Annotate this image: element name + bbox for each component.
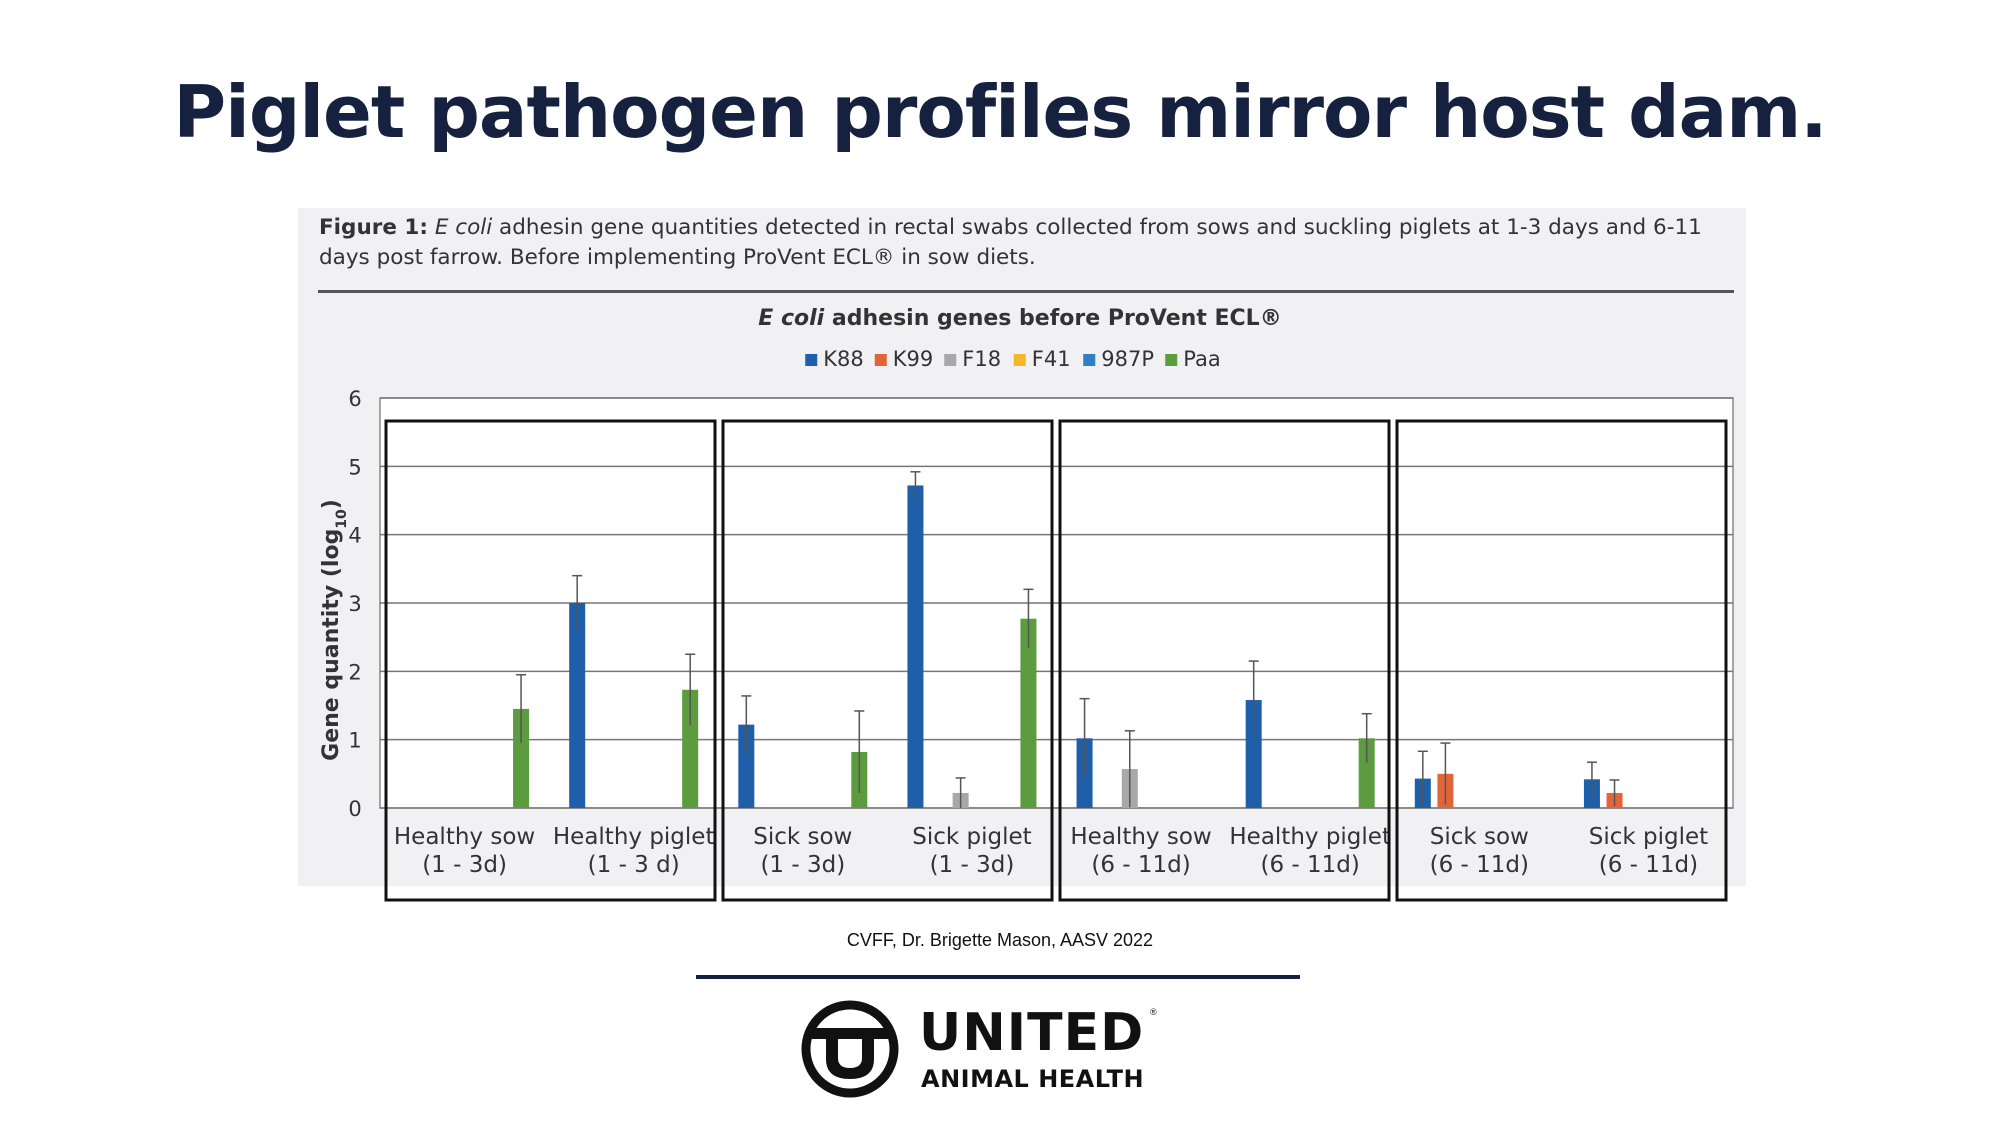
x-label-line1: Healthy sow	[1070, 824, 1211, 850]
legend-swatch-f18	[944, 354, 957, 366]
x-label-line2: (6 - 11d)	[1261, 852, 1360, 878]
x-label-line2: (1 - 3d)	[760, 852, 845, 878]
legend-label-f41: F41	[1032, 347, 1071, 371]
brand-name: UNITED	[919, 1003, 1145, 1063]
bar-paa	[682, 689, 699, 808]
group-box	[1395, 419, 1728, 902]
x-label-line1: Sick piglet	[1589, 824, 1708, 850]
chart-legend: K88 K99 F18 F41 987P Paa	[805, 347, 1221, 371]
footer-divider	[696, 975, 1300, 979]
chart-grid	[379, 397, 1734, 809]
x-label-line2: (6 - 11d)	[1430, 852, 1529, 878]
y-axis-label: Gene quantity (log10)	[319, 499, 350, 761]
y-tick-label: 0	[348, 797, 361, 821]
x-label-line2: (6 - 11d)	[1091, 852, 1190, 878]
y-tick-label: 3	[348, 592, 361, 616]
bar-paa	[513, 708, 530, 808]
chart-title-italic: E coli	[758, 306, 824, 331]
caption-label: Figure 1:	[319, 215, 428, 240]
x-label-line2: (6 - 11d)	[1599, 852, 1698, 878]
figure-caption: Figure 1: E coli adhesin gene quantities…	[319, 213, 1729, 273]
x-label-line2: (1 - 3d)	[422, 852, 507, 878]
bar-paa	[1358, 738, 1375, 808]
chart-title-rest: adhesin genes before ProVent ECL®	[832, 306, 1282, 331]
legend-label-f18: F18	[962, 347, 1001, 371]
y-axis-ticks: 0 1 2 3 4 5 6	[348, 387, 361, 821]
y-tick-label: 4	[348, 524, 361, 548]
bar-k88	[569, 603, 586, 808]
y-tick-label: 5	[348, 455, 361, 479]
brand-logo: UNITED ® ANIMAL HEALTH	[796, 995, 1196, 1105]
brand-registered-mark: ®	[1150, 1007, 1157, 1017]
legend-swatch-987p	[1083, 354, 1096, 366]
chart-title: E coli adhesin genes before ProVent ECL®	[758, 306, 1281, 331]
caption-divider	[318, 290, 1734, 293]
x-label-line1: Healthy sow	[394, 824, 535, 850]
x-axis-labels: Healthy sow(1 - 3d)Healthy piglet(1 - 3 …	[394, 824, 1708, 878]
caption-text: adhesin gene quantities detected in rect…	[319, 215, 1702, 270]
bar-k88	[907, 485, 924, 808]
x-label-line1: Sick sow	[1430, 824, 1529, 850]
group-box	[384, 419, 717, 902]
x-label-line2: (1 - 3 d)	[588, 852, 680, 878]
brand-subtitle: ANIMAL HEALTH	[921, 1065, 1145, 1093]
legend-label-paa: Paa	[1183, 347, 1220, 371]
bar-k88	[738, 724, 755, 808]
x-label-line1: Sick sow	[753, 824, 852, 850]
legend-swatch-paa	[1165, 354, 1178, 366]
chart-bars	[513, 471, 1623, 808]
caption-italic: E coli	[434, 215, 493, 240]
legend-swatch-k99	[874, 354, 887, 366]
legend-label-987p: 987P	[1101, 347, 1154, 371]
y-tick-label: 1	[348, 729, 361, 753]
group-box	[721, 419, 1054, 902]
x-label-line1: Sick piglet	[912, 824, 1031, 850]
united-logo-icon	[801, 1000, 899, 1098]
legend-label-k88: K88	[823, 347, 864, 371]
slide-title: Piglet pathogen profiles mirror host dam…	[173, 70, 1827, 154]
legend-label-k99: K99	[893, 347, 934, 371]
source-credit: CVFF, Dr. Brigette Mason, AASV 2022	[846, 930, 1154, 950]
y-tick-label: 2	[348, 660, 361, 684]
y-tick-label: 6	[348, 387, 361, 411]
legend-swatch-f41	[1013, 354, 1026, 366]
group-boxes	[384, 419, 1728, 902]
group-box	[1058, 419, 1391, 902]
legend-swatch-k88	[805, 354, 818, 366]
x-label-line1: Healthy piglet	[1229, 824, 1391, 850]
x-label-line1: Healthy piglet	[553, 824, 715, 850]
x-label-line2: (1 - 3d)	[930, 852, 1015, 878]
bar-k88	[1245, 700, 1262, 808]
bar-paa	[1020, 618, 1037, 808]
